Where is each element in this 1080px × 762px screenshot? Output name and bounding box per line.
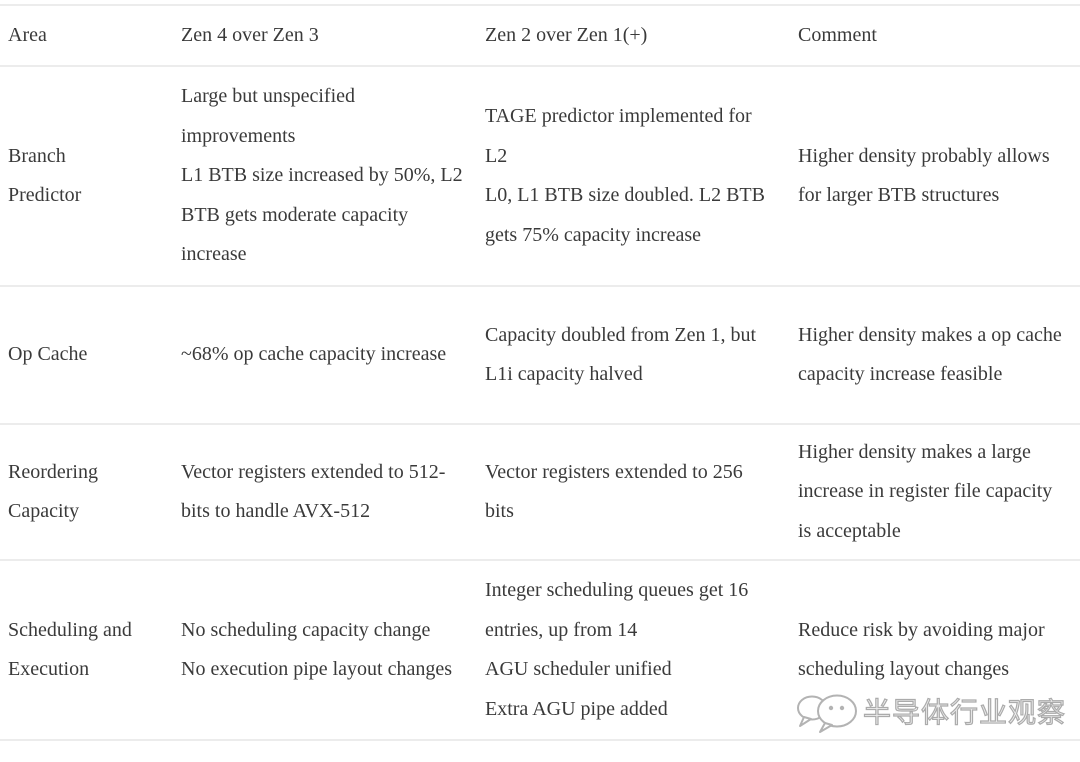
table-row-reordering-capacity: Reordering Capacity Vector registers ext… [0,424,1080,561]
column-header-comment: Comment [790,5,1080,67]
column-header-area: Area [0,5,173,67]
column-header-zen2-over-zen1: Zen 2 over Zen 1(+) [477,5,790,67]
cell-paragraph: No scheduling capacity change [181,618,431,641]
cell-paragraph: Higher density makes a op cache capacity… [798,323,1062,386]
cell-paragraph: TAGE predictor implemented for L2 [485,105,752,167]
cell-paragraph: ~68% op cache capacity increase [181,343,447,366]
cell-area: Op Cache [0,286,173,425]
cell-comment: Higher density makes a large increase in… [790,424,1080,561]
cell-zen2-over-zen1: Capacity doubled from Zen 1, but L1i cap… [477,286,790,425]
cell-paragraph: Extra AGU pipe added [485,697,668,720]
cell-paragraph: Integer scheduling queues get 16 entries… [485,579,749,641]
cell-paragraph: L1 BTB size increased by 50%, L2 BTB get… [181,164,463,266]
cell-paragraph: AGU scheduler unified [485,658,672,680]
cell-zen2-over-zen1: TAGE predictor implemented for L2 L0, L1 … [477,66,790,287]
cell-paragraph: Vector registers extended to 512-bits to… [181,460,446,523]
cell-zen4-over-zen3: Vector registers extended to 512-bits to… [173,424,477,561]
table-row-op-cache: Op Cache ~68% op cache capacity increase… [0,286,1080,425]
cell-zen2-over-zen1: Vector registers extended to 256 bits [477,424,790,561]
cell-area: Scheduling and Execution [0,560,173,741]
cell-comment: Higher density probably allows for large… [790,66,1080,287]
cell-paragraph: No execution pipe layout changes [181,658,453,680]
cell-paragraph: Vector registers extended to 256 bits [485,460,743,523]
cell-paragraph: Higher density probably allows for large… [798,144,1050,207]
cell-area: Branch Predictor [0,66,173,287]
table-row-branch-predictor: Branch Predictor Large but unspecified i… [0,66,1080,287]
cell-paragraph: Large but unspecified improvements [181,85,356,147]
cell-paragraph: Capacity doubled from Zen 1, but L1i cap… [485,323,757,386]
cell-paragraph: Reduce risk by avoiding major scheduling… [798,618,1045,681]
cell-paragraph: L0, L1 BTB size doubled. L2 BTB gets 75%… [485,184,765,246]
cell-zen4-over-zen3: No scheduling capacity change No executio… [173,560,477,741]
cell-comment: Higher density makes a op cache capacity… [790,286,1080,425]
table-header-row: Area Zen 4 over Zen 3 Zen 2 over Zen 1(+… [0,5,1080,67]
cell-comment: Reduce risk by avoiding major scheduling… [790,560,1080,741]
table-row-scheduling-and-execution: Scheduling and Execution No scheduling c… [0,560,1080,741]
cell-zen2-over-zen1: Integer scheduling queues get 16 entries… [477,560,790,741]
cell-zen4-over-zen3: Large but unspecified improvements L1 BTB… [173,66,477,287]
cell-area: Reordering Capacity [0,424,173,561]
cell-zen4-over-zen3: ~68% op cache capacity increase [173,286,477,425]
column-header-zen4-over-zen3: Zen 4 over Zen 3 [173,5,477,67]
cpu-comparison-table: Area Zen 4 over Zen 3 Zen 2 over Zen 1(+… [0,4,1080,741]
cell-paragraph: Higher density makes a large increase in… [798,440,1053,542]
